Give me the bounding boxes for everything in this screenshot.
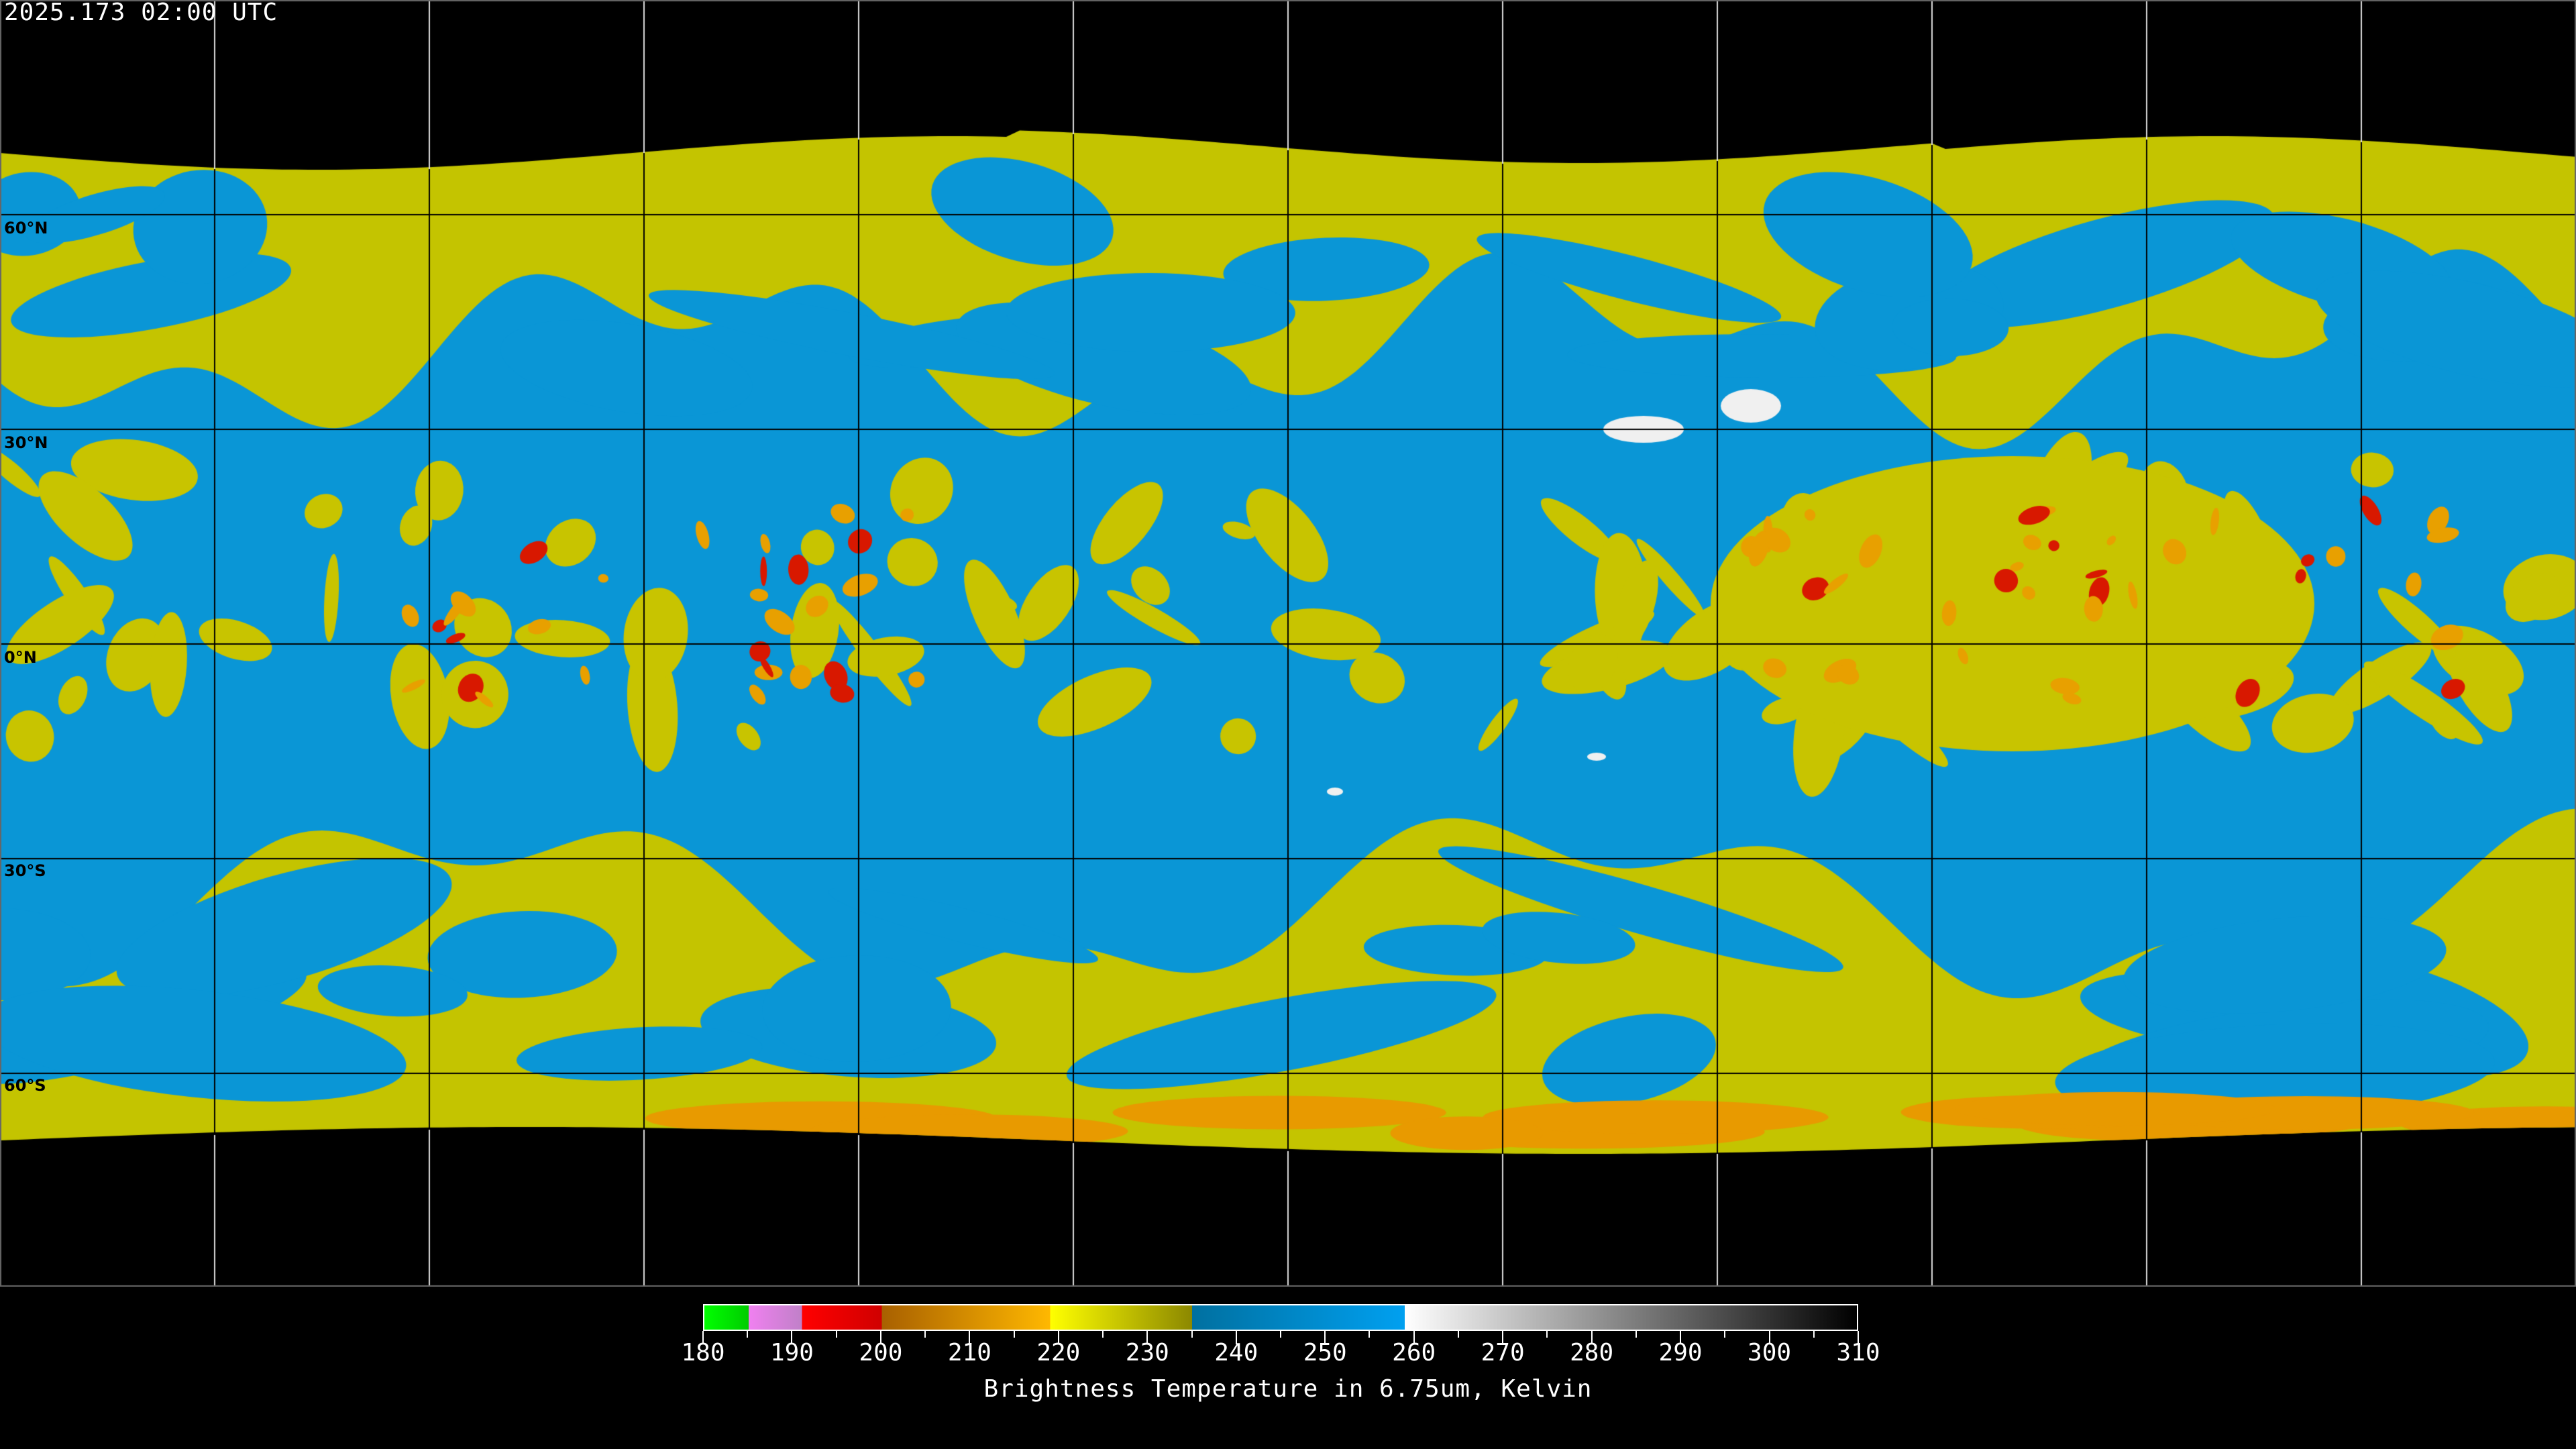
colorbar-tick [1546,1331,1548,1338]
colorbar-tick [1502,1331,1504,1344]
colorbar-tick-label: 190 [769,1339,814,1366]
colorbar-tick [1858,1331,1859,1344]
colorbar-tick [747,1331,749,1338]
colorbar-tick-label: 290 [1658,1339,1703,1366]
colorbar-tick-label: 280 [1570,1339,1614,1366]
colorbar-tick [1057,1331,1059,1344]
timestamp: 2025.173 02:00 UTC [4,0,278,26]
colorbar-tick [791,1331,793,1344]
colorbar-tick [1013,1331,1015,1338]
colorbar [703,1304,1858,1331]
colorbar-tick [835,1331,837,1338]
colorbar-tick [1591,1331,1593,1344]
colorbar-tick [1191,1331,1193,1338]
colorbar-tick-label: 230 [1125,1339,1169,1366]
colorbar-title: Brightness Temperature in 6.75um, Kelvin [983,1375,1593,1403]
colorbar-tick [1457,1331,1459,1338]
colorbar-tick [1724,1331,1726,1338]
colorbar-tick [1102,1331,1104,1338]
lat-label-60s: 60°S [4,1076,46,1095]
colorbar-tick-label: 250 [1303,1339,1347,1366]
colorbar-tick-label: 310 [1836,1339,1880,1366]
lat-label-60n: 60°N [4,219,48,237]
colorbar-tick [1680,1331,1682,1344]
colorbar-tick-label: 240 [1214,1339,1258,1366]
colorbar-tick [1235,1331,1237,1344]
lat-label-30n: 30°N [4,433,48,452]
colorbar-tick [1635,1331,1637,1338]
colorbar-tick [1368,1331,1371,1338]
colorbar-tick-label: 210 [947,1339,991,1366]
lat-label-0n: 0°N [4,648,37,667]
colorbar-tick-label: 200 [859,1339,903,1366]
colorbar-tick [1813,1331,1815,1338]
colorbar-tick [1324,1331,1326,1344]
colorbar-tick-label: 180 [681,1339,725,1366]
lat-label-30s: 30°S [4,861,46,880]
colorbar-tick [1413,1331,1415,1344]
water-vapor-map [0,0,2576,1287]
colorbar-tick [969,1331,971,1344]
colorbar-tick [1280,1331,1281,1338]
colorbar-tick-label: 220 [1036,1339,1081,1366]
colorbar-tick-label: 270 [1481,1339,1525,1366]
colorbar-tick-label: 300 [1748,1339,1792,1366]
colorbar-tick [1146,1331,1148,1344]
colorbar-tick [1768,1331,1770,1344]
colorbar-tick-label: 260 [1392,1339,1436,1366]
colorbar-tick [702,1331,704,1344]
colorbar-tick [879,1331,881,1344]
colorbar-tick [924,1331,926,1338]
